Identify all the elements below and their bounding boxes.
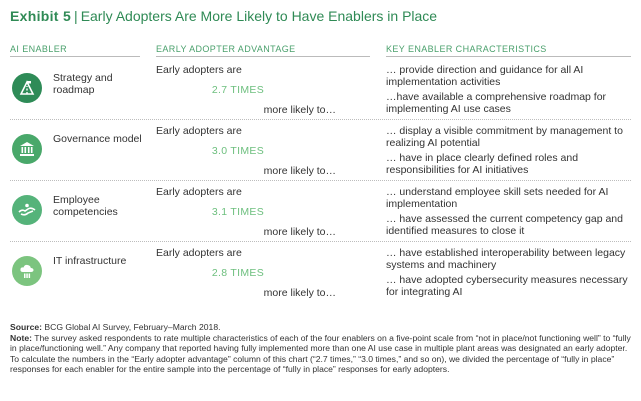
characteristic-2: … have assessed the current competency g… — [386, 213, 623, 237]
note-line: Note: The survey asked respondents to ra… — [10, 333, 631, 375]
advantage-suffix: more likely to… — [263, 165, 336, 177]
advantage-suffix: more likely to… — [263, 226, 336, 238]
enabler-name: Governance model — [53, 133, 142, 145]
advantage-suffix: more likely to… — [263, 287, 336, 299]
note-text: The survey asked respondents to rate mul… — [10, 332, 631, 375]
exhibit-title: Exhibit 5 | Early Adopters Are More Likely… — [10, 8, 437, 24]
table-row: Strategy and roadmap Early adopters are … — [0, 60, 641, 118]
note-label: Note: — [10, 332, 32, 343]
it-infrastructure-cloud-icon — [12, 256, 42, 286]
column-underline-characteristics — [386, 56, 631, 57]
source-text: BCG Global AI Survey, February–March 201… — [44, 322, 221, 332]
advantage-value: 2.7 TIMES — [211, 84, 264, 96]
row-divider — [10, 180, 631, 181]
enabler-name: Employee competencies — [53, 194, 118, 218]
exhibit-label: Exhibit 5 — [10, 8, 72, 24]
enabler-name: Strategy and roadmap — [53, 72, 113, 96]
row-divider — [10, 119, 631, 120]
advantage-prefix: Early adopters are — [156, 247, 242, 259]
enabler-name: IT infrastructure — [53, 255, 127, 267]
column-header-characteristics: KEY ENABLER CHARACTERISTICS — [386, 44, 547, 54]
row-divider — [10, 241, 631, 242]
column-underline-enabler — [10, 56, 140, 57]
governance-building-icon — [12, 134, 42, 164]
advantage-prefix: Early adopters are — [156, 125, 242, 137]
characteristic-2: … have in place clearly defined roles an… — [386, 152, 579, 176]
characteristic-2: …have available a comprehensive roadmap … — [386, 91, 607, 115]
employee-competencies-icon — [12, 195, 42, 225]
title-separator: | — [74, 8, 78, 24]
strategy-roadmap-icon — [12, 73, 42, 103]
advantage-value: 3.1 TIMES — [211, 206, 264, 218]
table-row: Governance model Early adopters are 3.0 … — [0, 121, 641, 179]
characteristic-1: … provide direction and guidance for all… — [386, 64, 584, 88]
characteristic-1: … understand employee skill sets needed … — [386, 186, 609, 210]
source-line: Source: BCG Global AI Survey, February–M… — [10, 322, 631, 333]
advantage-prefix: Early adopters are — [156, 64, 242, 76]
characteristic-1: … display a visible commitment by manage… — [386, 125, 623, 149]
advantage-prefix: Early adopters are — [156, 186, 242, 198]
characteristic-2: … have adopted cybersecurity measures ne… — [386, 274, 628, 298]
table-row: Employee competencies Early adopters are… — [0, 182, 641, 240]
table-row: IT infrastructure Early adopters are 2.8… — [0, 243, 641, 301]
column-header-advantage: EARLY ADOPTER ADVANTAGE — [156, 44, 296, 54]
advantage-value: 3.0 TIMES — [211, 145, 264, 157]
advantage-suffix: more likely to… — [263, 104, 336, 116]
column-underline-advantage — [156, 56, 370, 57]
page-title: Early Adopters Are More Likely to Have E… — [80, 8, 438, 24]
characteristic-1: … have established interoperability betw… — [386, 247, 626, 271]
source-label: Source: — [10, 322, 42, 332]
footnote: Source: BCG Global AI Survey, February–M… — [10, 322, 631, 375]
advantage-value: 2.8 TIMES — [211, 267, 264, 279]
column-header-enabler: AI ENABLER — [10, 44, 68, 54]
